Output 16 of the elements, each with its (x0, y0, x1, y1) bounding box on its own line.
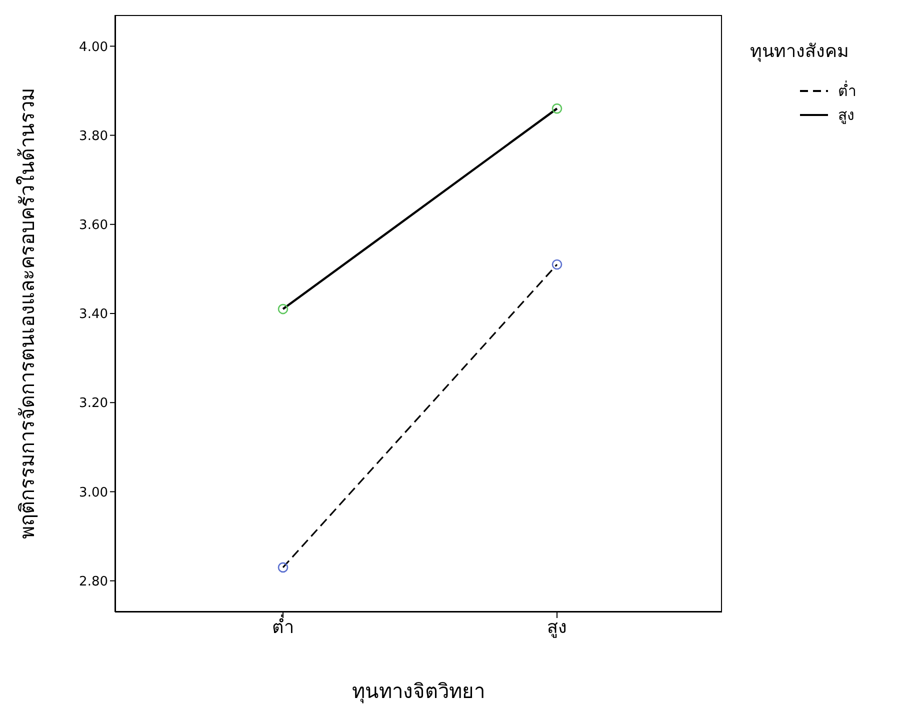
y-tick-label: 3.80 (79, 128, 108, 144)
legend-label: สูง (838, 105, 854, 126)
y-tick-label: 3.20 (79, 396, 108, 412)
point (278, 562, 288, 573)
y-tick-label: 3.00 (79, 485, 108, 500)
point (552, 259, 562, 270)
y-tick-label: 3.40 (79, 307, 108, 322)
legend-title: ทุนทางสังคม (750, 40, 850, 64)
x-axis-title: ทุนทางจิตวิทยา (352, 679, 485, 704)
point (552, 103, 562, 114)
legend-label: ต่ำ (838, 80, 856, 102)
point (278, 304, 288, 314)
y-tick-label: 3.60 (79, 218, 108, 234)
y-tick-label: 2.80 (79, 574, 108, 590)
y-tick-label: 4.00 (79, 40, 108, 55)
y-axis-title: พฤติกรรมการจัดการตนเองและครอบครัวในด้านรวม (15, 88, 40, 539)
